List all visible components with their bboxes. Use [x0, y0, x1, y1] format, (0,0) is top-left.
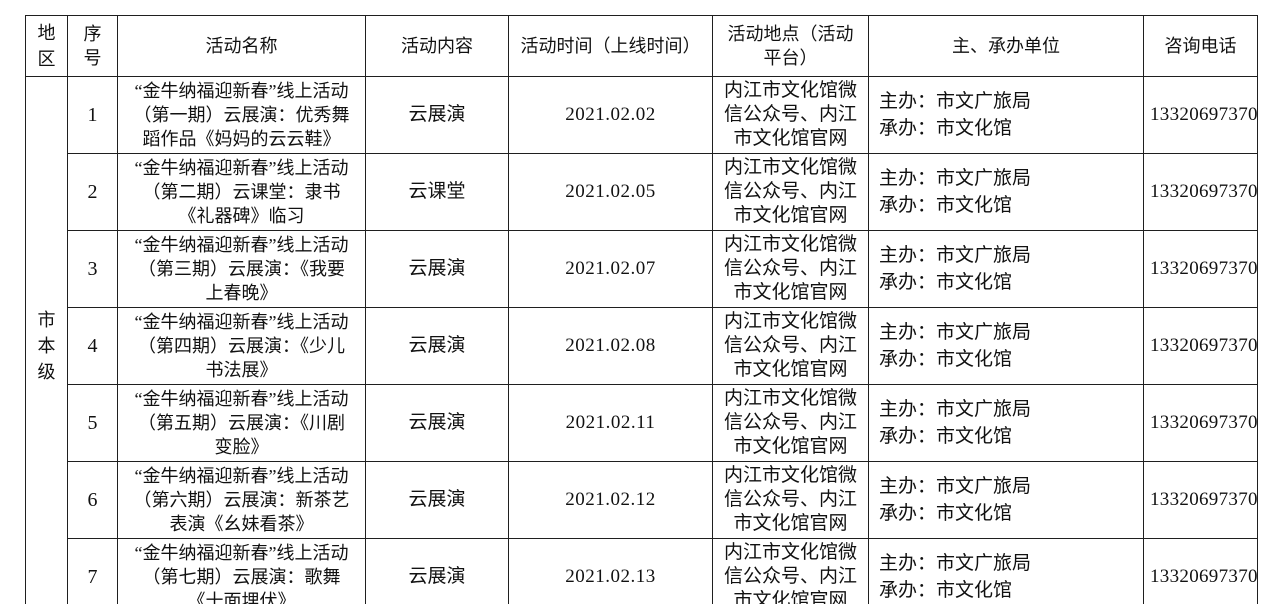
region-cell: 市本级 [25, 76, 68, 604]
activity-time-cell: 2021.02.02 [508, 76, 713, 154]
header-region: 地区 [25, 15, 68, 77]
activity-time-cell: 2021.02.11 [508, 384, 713, 462]
header-activity-name: 活动名称 [117, 15, 366, 77]
organizer-undertaker-line: 承办：市文化馆 [879, 503, 1013, 524]
index-cell: 1 [67, 76, 118, 154]
table-row: 4 “金牛纳福迎新春”线上活动（第四期）云展演：《少儿书法展》 云展演 2021… [26, 307, 1258, 385]
table-row: 2 “金牛纳福迎新春”线上活动（第二期）云课堂：隶书《礼器碑》临习 云课堂 20… [26, 153, 1258, 231]
activity-place-cell: 内江市文化馆微信公众号、内江市文化馆官网 [712, 230, 869, 308]
activity-name-cell: “金牛纳福迎新春”线上活动（第二期）云课堂：隶书《礼器碑》临习 [117, 153, 366, 231]
activity-name-cell: “金牛纳福迎新春”线上活动（第六期）云展演：新茶艺表演《幺妹看茶》 [117, 461, 366, 539]
activity-place-cell: 内江市文化馆微信公众号、内江市文化馆官网 [712, 461, 869, 539]
phone-cell: 13320697370 [1143, 538, 1258, 604]
index-cell: 7 [67, 538, 118, 604]
table-header-row: 地区 序号 活动名称 活动内容 活动时间（上线时间） 活动地点（活动平台） 主、… [25, 15, 1258, 77]
table-row: 市本级 1 “金牛纳福迎新春”线上活动（第一期）云展演：优秀舞蹈作品《妈妈的云云… [25, 76, 1258, 604]
organizer-cell: 主办：市文广旅局 承办：市文化馆 [868, 538, 1144, 604]
activity-place-cell: 内江市文化馆微信公众号、内江市文化馆官网 [712, 153, 869, 231]
activity-time-cell: 2021.02.07 [508, 230, 713, 308]
organizer-undertaker-line: 承办：市文化馆 [879, 580, 1013, 601]
activity-place-cell: 内江市文化馆微信公众号、内江市文化馆官网 [712, 538, 869, 604]
header-activity-time: 活动时间（上线时间） [508, 15, 713, 77]
header-organizer: 主、承办单位 [868, 15, 1144, 77]
activity-name-cell: “金牛纳福迎新春”线上活动（第一期）云展演：优秀舞蹈作品《妈妈的云云鞋》 [117, 76, 366, 154]
activity-content-cell: 云展演 [365, 76, 509, 154]
header-activity-content: 活动内容 [365, 15, 509, 77]
activity-time-cell: 2021.02.13 [508, 538, 713, 604]
organizer-undertaker-line: 承办：市文化馆 [879, 349, 1013, 370]
phone-cell: 13320697370 [1143, 230, 1258, 308]
organizer-host-line: 主办：市文广旅局 [879, 245, 1032, 266]
organizer-host-line: 主办：市文广旅局 [879, 553, 1032, 574]
index-cell: 3 [67, 230, 118, 308]
phone-cell: 13320697370 [1143, 461, 1258, 539]
phone-cell: 13320697370 [1143, 153, 1258, 231]
organizer-cell: 主办：市文广旅局 承办：市文化馆 [868, 230, 1144, 308]
activity-name-cell: “金牛纳福迎新春”线上活动（第五期）云展演：《川剧变脸》 [117, 384, 366, 462]
organizer-undertaker-line: 承办：市文化馆 [879, 426, 1013, 447]
index-cell: 5 [67, 384, 118, 462]
organizer-host-line: 主办：市文广旅局 [879, 322, 1032, 343]
header-activity-place: 活动地点（活动平台） [712, 15, 869, 77]
activity-name-cell: “金牛纳福迎新春”线上活动（第七期）云展演：歌舞《十面埋伏》 [117, 538, 366, 604]
organizer-cell: 主办：市文广旅局 承办：市文化馆 [868, 461, 1144, 539]
activity-content-cell: 云展演 [365, 230, 509, 308]
organizer-host-line: 主办：市文广旅局 [879, 168, 1032, 189]
activity-content-cell: 云展演 [365, 307, 509, 385]
organizer-cell: 主办：市文广旅局 承办：市文化馆 [868, 76, 1144, 154]
activity-name-cell: “金牛纳福迎新春”线上活动（第四期）云展演：《少儿书法展》 [117, 307, 366, 385]
index-cell: 4 [67, 307, 118, 385]
organizer-cell: 主办：市文广旅局 承办：市文化馆 [868, 153, 1144, 231]
organizer-cell: 主办：市文广旅局 承办：市文化馆 [868, 384, 1144, 462]
header-index: 序号 [67, 15, 118, 77]
organizer-cell: 主办：市文广旅局 承办：市文化馆 [868, 307, 1144, 385]
activity-time-cell: 2021.02.08 [508, 307, 713, 385]
table-row: 7 “金牛纳福迎新春”线上活动（第七期）云展演：歌舞《十面埋伏》 云展演 202… [26, 538, 1258, 604]
table-row: 3 “金牛纳福迎新春”线上活动（第三期）云展演：《我要上春晚》 云展演 2021… [26, 230, 1258, 308]
index-cell: 6 [67, 461, 118, 539]
phone-cell: 13320697370 [1143, 384, 1258, 462]
organizer-undertaker-line: 承办：市文化馆 [879, 195, 1013, 216]
organizer-undertaker-line: 承办：市文化馆 [879, 118, 1013, 139]
activity-place-cell: 内江市文化馆微信公众号、内江市文化馆官网 [712, 307, 869, 385]
table-row: 5 “金牛纳福迎新春”线上活动（第五期）云展演：《川剧变脸》 云展演 2021.… [26, 384, 1258, 462]
activity-name-cell: “金牛纳福迎新春”线上活动（第三期）云展演：《我要上春晚》 [117, 230, 366, 308]
organizer-undertaker-line: 承办：市文化馆 [879, 272, 1013, 293]
header-phone: 咨询电话 [1143, 15, 1258, 77]
phone-cell: 13320697370 [1143, 76, 1258, 154]
activity-time-cell: 2021.02.05 [508, 153, 713, 231]
activity-content-cell: 云展演 [365, 538, 509, 604]
table-row: 6 “金牛纳福迎新春”线上活动（第六期）云展演：新茶艺表演《幺妹看茶》 云展演 … [26, 461, 1258, 539]
organizer-host-line: 主办：市文广旅局 [879, 476, 1032, 497]
activity-schedule-table: 地区 序号 活动名称 活动内容 活动时间（上线时间） 活动地点（活动平台） 主、… [25, 15, 1258, 604]
index-cell: 2 [67, 153, 118, 231]
organizer-host-line: 主办：市文广旅局 [879, 399, 1032, 420]
activity-place-cell: 内江市文化馆微信公众号、内江市文化馆官网 [712, 76, 869, 154]
phone-cell: 13320697370 [1143, 307, 1258, 385]
activity-content-cell: 云展演 [365, 461, 509, 539]
activity-place-cell: 内江市文化馆微信公众号、内江市文化馆官网 [712, 384, 869, 462]
activity-content-cell: 云课堂 [365, 153, 509, 231]
activity-content-cell: 云展演 [365, 384, 509, 462]
activity-time-cell: 2021.02.12 [508, 461, 713, 539]
organizer-host-line: 主办：市文广旅局 [879, 91, 1032, 112]
